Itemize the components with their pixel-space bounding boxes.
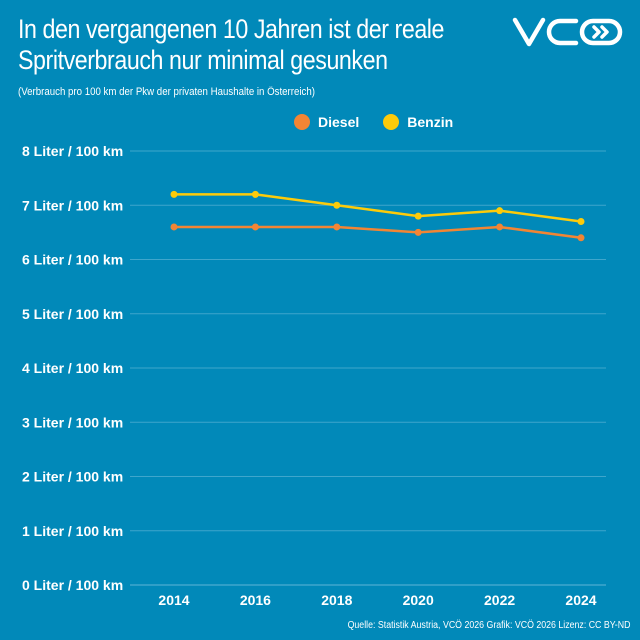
- x-tick-label: 2024: [565, 592, 596, 608]
- y-tick-label: 7 Liter / 100 km: [22, 197, 123, 213]
- title-line-1: In den vergangenen 10 Jahren ist der rea…: [18, 14, 445, 44]
- y-tick-label: 4 Liter / 100 km: [22, 360, 123, 376]
- source-note: Quelle: Statistik Austria, VCÖ 2026 Graf…: [347, 620, 630, 631]
- y-tick-label: 5 Liter / 100 km: [22, 306, 123, 322]
- legend-marker-benzin: [383, 114, 400, 130]
- y-tick-label: 2 Liter / 100 km: [22, 469, 123, 485]
- data-point-diesel: [251, 223, 259, 231]
- data-point-benzin: [577, 218, 585, 226]
- data-point-diesel: [333, 223, 341, 231]
- data-point-diesel: [577, 234, 585, 242]
- y-tick-label: 0 Liter / 100 km: [22, 577, 123, 593]
- data-point-diesel: [496, 223, 504, 231]
- data-point-diesel: [170, 223, 178, 231]
- chart-title: In den vergangenen 10 Jahren ist der rea…: [18, 14, 444, 76]
- title-line-2: Spritverbrauch nur minimal gesunken: [18, 45, 388, 75]
- x-tick-label: 2014: [158, 592, 189, 608]
- data-point-benzin: [333, 201, 341, 209]
- data-point-benzin: [496, 207, 504, 215]
- legend-marker-diesel: [294, 114, 310, 130]
- data-point-benzin: [170, 190, 178, 198]
- x-tick-label: 2020: [403, 592, 434, 608]
- legend-label-diesel: Diesel: [318, 114, 360, 130]
- legend-label-benzin: Benzin: [407, 114, 454, 130]
- x-tick-label: 2022: [484, 592, 515, 608]
- series-line-diesel: [174, 225, 582, 240]
- legend-item-benzin: Benzin: [383, 114, 453, 130]
- legend-item-diesel: Diesel: [294, 114, 359, 130]
- data-point-diesel: [414, 228, 422, 236]
- y-tick-label: 8 Liter / 100 km: [22, 143, 123, 159]
- data-point-benzin: [251, 190, 259, 198]
- y-tick-label: 6 Liter / 100 km: [22, 252, 123, 268]
- x-tick-label: 2018: [321, 592, 352, 608]
- y-tick-label: 3 Liter / 100 km: [22, 414, 123, 430]
- chart-subtitle: (Verbrauch pro 100 km der Pkw der privat…: [18, 86, 315, 98]
- legend: Diesel Benzin: [294, 114, 453, 130]
- data-point-benzin: [414, 212, 422, 220]
- x-tick-label: 2016: [240, 592, 271, 608]
- vco-logo: [512, 17, 623, 47]
- y-tick-label: 1 Liter / 100 km: [22, 523, 123, 539]
- series-line-benzin: [174, 193, 582, 223]
